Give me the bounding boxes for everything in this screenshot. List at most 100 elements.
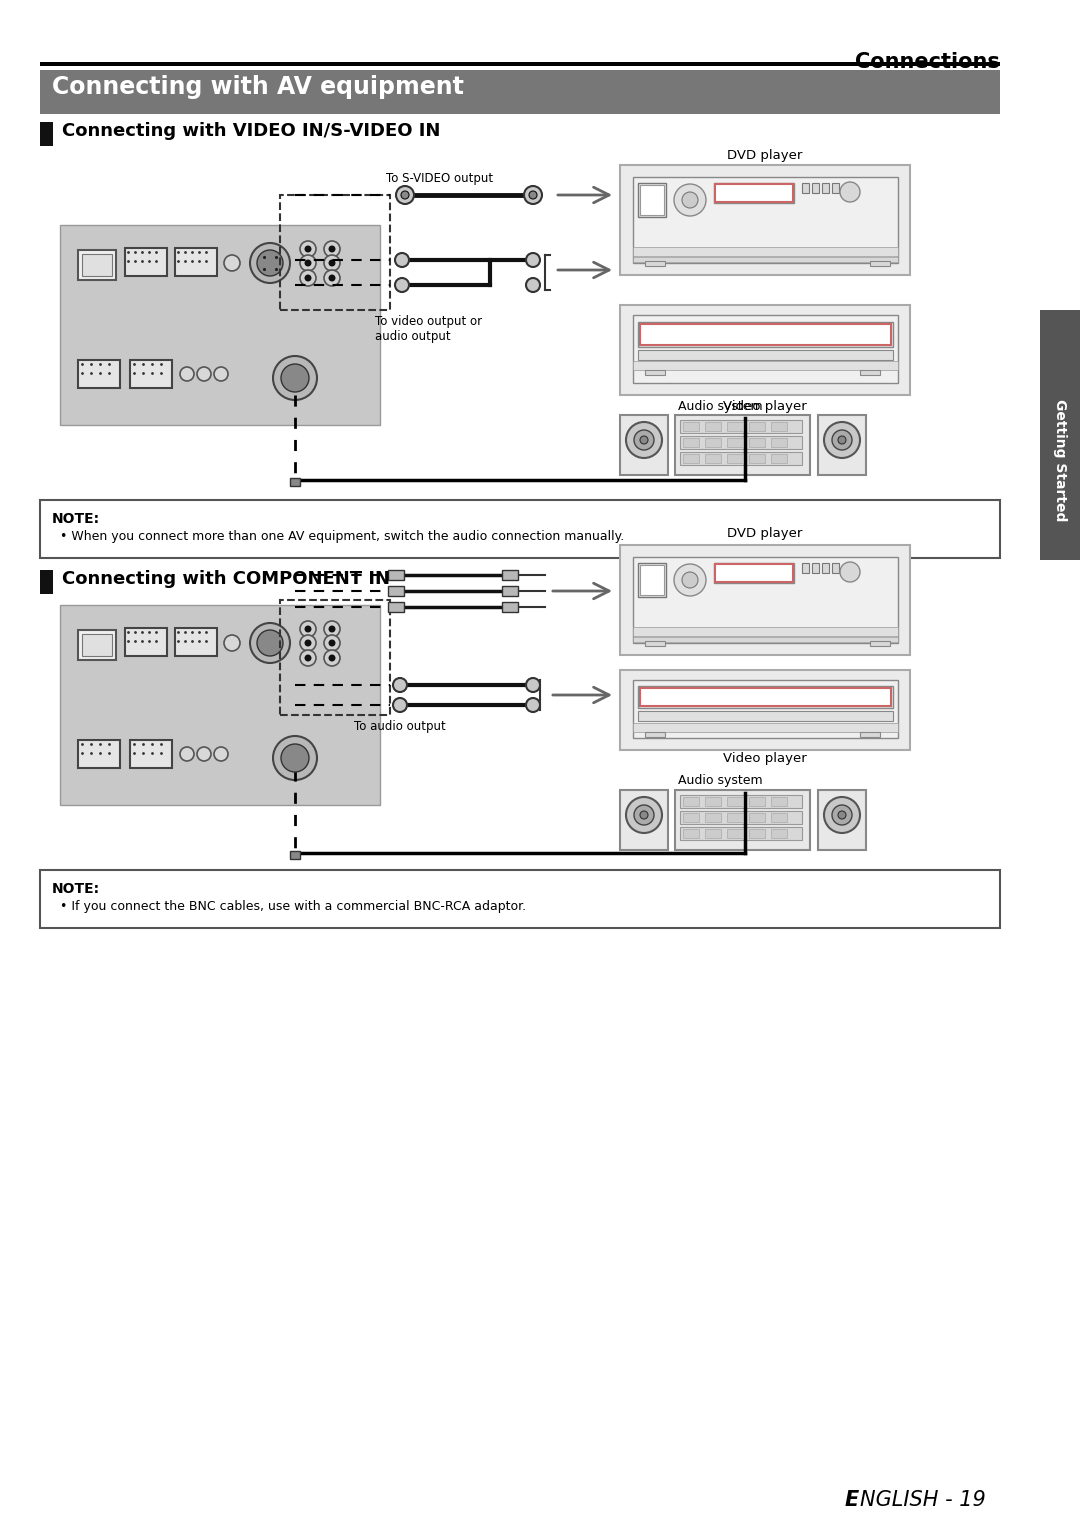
Text: Connecting with AV equipment: Connecting with AV equipment <box>52 75 464 99</box>
Circle shape <box>224 636 240 651</box>
Text: Getting Started: Getting Started <box>1053 399 1067 521</box>
Circle shape <box>305 275 311 281</box>
Text: Video player: Video player <box>724 400 807 413</box>
Bar <box>633 637 897 642</box>
Bar <box>633 177 897 263</box>
Bar <box>750 439 765 448</box>
Circle shape <box>393 678 407 692</box>
Bar <box>40 70 1000 115</box>
Bar <box>82 634 112 656</box>
Bar <box>388 570 404 581</box>
Circle shape <box>324 255 340 270</box>
Circle shape <box>832 805 852 825</box>
Bar <box>705 798 721 805</box>
Circle shape <box>300 620 316 637</box>
Bar <box>40 570 53 594</box>
Circle shape <box>305 625 311 633</box>
Bar <box>860 370 880 374</box>
Bar <box>280 601 390 715</box>
Circle shape <box>395 254 409 267</box>
Bar <box>640 185 664 215</box>
Text: • If you connect the BNC cables, use with a commercial BNC-RCA adaptor.: • If you connect the BNC cables, use wit… <box>60 900 526 914</box>
Bar <box>1040 310 1080 559</box>
Bar <box>620 416 669 475</box>
Bar <box>705 830 721 837</box>
Bar <box>714 562 794 584</box>
Bar <box>640 324 891 345</box>
Bar <box>633 315 897 384</box>
Circle shape <box>524 186 542 205</box>
Bar <box>82 254 112 277</box>
Bar <box>771 454 787 463</box>
Bar <box>280 196 390 310</box>
Bar <box>633 723 897 732</box>
Text: Connecting with VIDEO IN/S-VIDEO IN: Connecting with VIDEO IN/S-VIDEO IN <box>62 122 441 141</box>
Bar <box>502 602 518 613</box>
Bar <box>870 261 890 266</box>
Text: NOTE:: NOTE: <box>52 882 100 895</box>
Bar <box>680 795 802 808</box>
Circle shape <box>328 654 336 662</box>
Circle shape <box>324 270 340 286</box>
Circle shape <box>324 649 340 666</box>
Bar <box>683 798 699 805</box>
Bar <box>715 564 793 582</box>
Bar <box>633 558 897 643</box>
Text: To video output or
audio output: To video output or audio output <box>375 315 482 342</box>
Circle shape <box>840 562 860 582</box>
Bar <box>727 813 743 822</box>
Bar <box>40 500 1000 558</box>
Bar <box>771 813 787 822</box>
Bar <box>638 183 666 217</box>
Bar <box>750 454 765 463</box>
Text: Audio system: Audio system <box>677 400 762 413</box>
Bar <box>771 439 787 448</box>
Circle shape <box>838 435 846 445</box>
Bar <box>683 830 699 837</box>
Bar <box>727 422 743 431</box>
Circle shape <box>626 798 662 833</box>
Circle shape <box>249 243 291 283</box>
Bar <box>640 565 664 594</box>
Circle shape <box>634 805 654 825</box>
Bar <box>291 851 300 859</box>
Circle shape <box>324 241 340 257</box>
Bar <box>683 813 699 822</box>
Bar <box>388 587 404 596</box>
Circle shape <box>681 193 698 208</box>
Bar <box>870 642 890 646</box>
Bar <box>645 732 665 736</box>
Bar <box>130 740 172 769</box>
Bar <box>675 790 810 850</box>
Circle shape <box>281 744 309 772</box>
Circle shape <box>396 186 414 205</box>
Circle shape <box>324 620 340 637</box>
Bar <box>645 370 665 374</box>
Bar <box>620 306 910 396</box>
Circle shape <box>626 422 662 458</box>
Circle shape <box>249 623 291 663</box>
Circle shape <box>300 241 316 257</box>
Bar <box>771 798 787 805</box>
Bar <box>832 183 839 193</box>
Bar <box>818 790 866 850</box>
Bar <box>60 225 380 425</box>
Circle shape <box>257 251 283 277</box>
Bar <box>125 248 167 277</box>
Bar <box>633 248 897 257</box>
Circle shape <box>214 747 228 761</box>
Text: • When you connect more than one AV equipment, switch the audio connection manua: • When you connect more than one AV equi… <box>60 530 624 542</box>
Bar <box>78 740 120 769</box>
Circle shape <box>395 278 409 292</box>
Circle shape <box>824 798 860 833</box>
Bar <box>802 562 809 573</box>
Bar <box>680 452 802 465</box>
Bar <box>683 454 699 463</box>
Circle shape <box>197 747 211 761</box>
Bar <box>388 602 404 613</box>
Bar <box>638 711 893 721</box>
Circle shape <box>300 649 316 666</box>
Circle shape <box>640 811 648 819</box>
Circle shape <box>681 571 698 588</box>
Circle shape <box>273 736 318 779</box>
